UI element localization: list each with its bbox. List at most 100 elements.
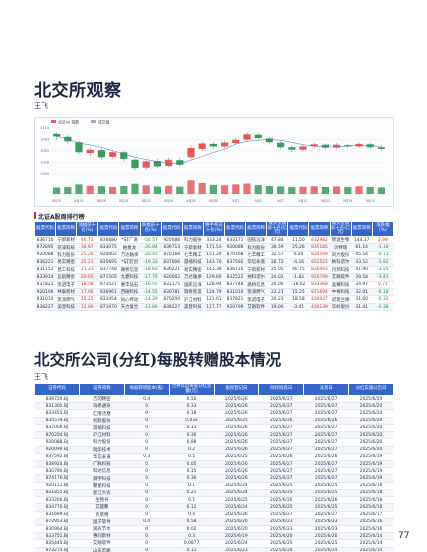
table-cell: 830493 — [308, 266, 331, 275]
article-title: 北交所观察 — [34, 81, 122, 101]
table-cell: 833266.BJ — [34, 496, 80, 505]
candlestick-chart: 北证50 指数 成交量 1000 1028 1055 1083 1110 8月10 8月14 8月… — [40, 120, 387, 203]
table-cell: 惠同新材 — [79, 532, 125, 541]
table-cell: 2025/6/27 — [258, 409, 304, 418]
volume-bar — [321, 186, 329, 194]
table-cell: 870204.BJ — [34, 431, 80, 440]
table-cell: 833751.BJ — [34, 532, 80, 541]
column-header: 派息日 — [303, 383, 350, 396]
x-tick-label: 8月24 — [164, 199, 173, 203]
column-header: 涨跌幅(%) — [371, 221, 395, 237]
table-cell: 831855.BJ — [34, 489, 80, 498]
candle-body — [355, 143, 363, 147]
table-cell: 838227 — [34, 303, 56, 312]
table-cell: 机科股份 — [79, 417, 125, 425]
table-cell: 浙江大农 — [79, 489, 125, 498]
table-cell: 870168 — [224, 251, 246, 260]
table-cell: 2025/6/27 — [258, 460, 304, 469]
table-cell: 18.58 — [76, 281, 98, 289]
table-cell: 834770.BJ — [34, 503, 80, 512]
column-header: 股票简称 — [245, 221, 268, 237]
table-cell: 2025/6/18 — [348, 496, 394, 505]
table-cell: 科力股份 — [79, 438, 125, 447]
table-cell: 宁新新材 — [55, 236, 77, 245]
candle-body — [221, 142, 229, 147]
table-cell: 18.58 — [287, 295, 309, 304]
table-cell: 835445.BJ — [34, 539, 80, 548]
table-cell: 0.11 — [169, 547, 214, 552]
table-cell: 2025/6/26 — [214, 395, 259, 404]
table-cell: 34.97 — [351, 281, 373, 289]
table-row: 837821 凯诺电子 18.58 873527 惠丰钻石 -16.05 831175 国航远… — [34, 281, 394, 289]
table-cell: 0 — [124, 547, 170, 552]
column-header: 成交金额前十名(亿元) — [329, 221, 352, 237]
table-cell: 2025/6/25 — [258, 489, 304, 498]
table-cell: 晟楠科技 — [79, 424, 125, 433]
table-cell: 克莱特 — [79, 511, 125, 519]
table-row: 831855.BJ 浙江大农 0 0.21 2025/6/24 2025/6/25 2025… — [34, 489, 394, 498]
column-header: 股票简称 — [181, 221, 204, 237]
table-cell: 艾融软件 — [79, 539, 125, 548]
table-cell: 873527 — [97, 281, 119, 289]
table-cell: 835579.BJ — [34, 417, 80, 425]
table-cell: 2025/6/27 — [258, 511, 304, 519]
table-cell: 科力股份 — [245, 243, 267, 252]
table-cell: 920088 — [34, 251, 56, 260]
table-cell: 2025/6/19 — [348, 467, 394, 476]
column-header: 成交金额前十名(亿元) — [266, 221, 289, 237]
table-cell: 2025/6/26 — [214, 438, 259, 447]
table-cell: 2025/6/14 — [348, 532, 394, 541]
table-row: 834770.BJ 艾能聚 0 0.12 2025/6/24 2025/6/25 2025/… — [34, 503, 394, 512]
table-cell: 2025/6/26 — [214, 431, 259, 440]
x-tick-label: 8月10 — [52, 199, 61, 203]
table-cell: 870204 — [161, 295, 183, 304]
table-cell: 瑞奇智造 — [182, 288, 204, 297]
column-header: 涨幅前十名(%) — [76, 221, 99, 237]
table-cell: 836720.BJ — [34, 395, 80, 404]
candle-body — [153, 161, 161, 167]
table-cell: 19.06 — [266, 303, 288, 312]
table-cell: 0.5 — [169, 453, 214, 461]
table-cell: 0 — [124, 539, 170, 548]
table-cell: 2025/6/26 — [214, 424, 259, 433]
table-cell: 晟楠科技 — [182, 258, 204, 267]
table-cell: -50.57 — [140, 236, 162, 245]
table-cell: 2025/6/24 — [214, 503, 259, 512]
table-cell: 0 — [124, 525, 170, 534]
column-header: 股票简称 — [308, 221, 331, 237]
table-cell: 17.66 — [76, 288, 98, 297]
table-cell: 835185 — [308, 243, 331, 252]
table-cell: 2025/6/20 — [348, 446, 394, 454]
table-row: 835445.BJ 艾融软件 0 0.0877 2025/6/24 2025/6/25 20… — [34, 539, 394, 548]
table-cell: 0.58 — [169, 518, 214, 526]
table-cell: 0 — [124, 446, 170, 454]
index-chart: 北证50 指数 成交量 1000 1028 1055 1083 1110 8月10 8月14 8月… — [34, 117, 394, 207]
table-cell: 920088 — [161, 236, 183, 245]
volume-bar — [232, 184, 240, 194]
column-header: 股票代码 — [97, 221, 120, 237]
table-cell: 瑞华技术 — [79, 446, 125, 454]
table-cell: 831010 — [34, 295, 56, 304]
candle-body — [187, 148, 195, 158]
table-cell: 2025/6/27 — [258, 467, 304, 476]
table-cell: 0.36 — [169, 474, 214, 483]
table-cell: 纳科诺尔 — [245, 273, 267, 282]
table-cell: 333.24 — [203, 236, 225, 245]
table-cell: -20.84 — [140, 243, 162, 252]
section-marker — [34, 212, 36, 219]
table-cell: 874176.BJ — [34, 474, 80, 483]
table-cell: 艾融软件 — [245, 303, 267, 312]
table-cell: 凯添燃气 — [55, 295, 77, 304]
candle-body — [131, 159, 139, 169]
table-cell: 2025/6/26 — [303, 417, 349, 425]
x-tick-label: 8月14 — [75, 199, 84, 203]
table-cell: 45.54 — [351, 251, 373, 260]
x-tick-label: 8月22 — [142, 199, 151, 203]
table-cell: 0 — [124, 431, 170, 440]
table-cell: 科力股份 — [182, 236, 204, 245]
table-cell: 沪江材料 — [182, 295, 204, 304]
table-cell: 837592 — [224, 258, 246, 267]
table-cell: 2025/6/27 — [258, 474, 304, 483]
table-cell: 43.52 — [351, 258, 373, 267]
table-cell: 林泰新材 — [55, 288, 77, 297]
